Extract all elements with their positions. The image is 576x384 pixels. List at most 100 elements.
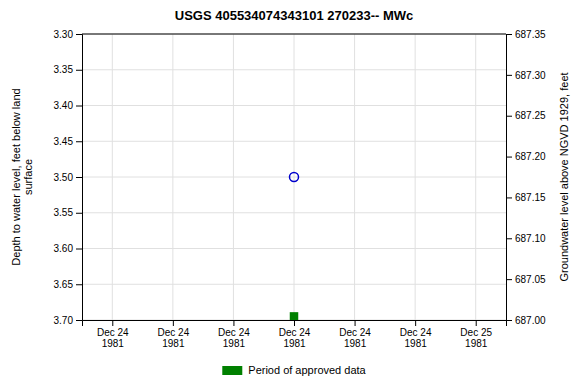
frame bbox=[82, 34, 506, 35]
tick-label: 3.60 bbox=[54, 243, 74, 254]
series bbox=[290, 173, 299, 182]
tick-mark bbox=[76, 284, 82, 285]
series bbox=[291, 313, 298, 320]
tick: Dec 251981 bbox=[460, 320, 492, 349]
tick: 3.70 bbox=[54, 315, 82, 326]
tick-mark bbox=[173, 320, 174, 326]
title: USGS 405534074343101 270233-- MWc bbox=[175, 8, 414, 23]
grid-line bbox=[82, 284, 506, 285]
point bbox=[291, 313, 298, 320]
axis-line bbox=[83, 321, 507, 327]
grid-line bbox=[82, 34, 506, 35]
tick-mark bbox=[415, 320, 416, 326]
tick: 3.35 bbox=[54, 64, 82, 75]
text-line: 1981 bbox=[162, 338, 185, 349]
tick-label: Dec 241981 bbox=[400, 327, 432, 349]
tick-label: 687.10 bbox=[515, 233, 546, 244]
grid-line bbox=[82, 141, 506, 142]
tick-mark bbox=[476, 320, 477, 326]
tick-label: Dec 251981 bbox=[460, 327, 492, 349]
tick: Dec 241981 bbox=[400, 320, 432, 349]
tick-label: Dec 241981 bbox=[97, 327, 129, 349]
tick-label: 687.20 bbox=[515, 151, 546, 162]
tick: 687.00 bbox=[506, 315, 546, 326]
tick-mark bbox=[233, 320, 234, 326]
tick: Dec 241981 bbox=[339, 320, 371, 349]
grid-line bbox=[82, 212, 506, 213]
text-line: Dec 24 bbox=[218, 327, 250, 338]
text-line: Dec 24 bbox=[158, 327, 190, 338]
tick-mark bbox=[506, 157, 512, 158]
tick-label: Dec 241981 bbox=[339, 327, 371, 349]
tick-mark bbox=[76, 320, 82, 321]
tick-mark bbox=[76, 34, 82, 35]
grid-line bbox=[82, 69, 506, 70]
tick: 687.10 bbox=[506, 233, 546, 244]
tick-label: 3.65 bbox=[54, 279, 74, 290]
tick: 3.40 bbox=[54, 100, 82, 111]
text-line: 1981 bbox=[223, 338, 246, 349]
text-line: Dec 24 bbox=[339, 327, 371, 338]
tick: 3.45 bbox=[54, 136, 82, 147]
y-axis: 3.303.353.403.453.503.553.603.653.70 bbox=[54, 29, 83, 326]
tick: 687.20 bbox=[506, 151, 546, 162]
legend-swatch bbox=[222, 366, 242, 375]
tick-label: 687.30 bbox=[515, 70, 546, 81]
axis-line bbox=[76, 35, 83, 321]
tick: Dec 241981 bbox=[218, 320, 250, 349]
y-axis-title: Depth to water level, feet below landsur… bbox=[10, 88, 34, 265]
tick-mark bbox=[76, 249, 82, 250]
tick-label: 3.45 bbox=[54, 136, 74, 147]
tick-label: 3.35 bbox=[54, 64, 74, 75]
tick-mark bbox=[76, 141, 82, 142]
x-axis: Dec 241981Dec 241981Dec 241981Dec 241981… bbox=[83, 320, 507, 349]
tick-label: 3.40 bbox=[54, 100, 74, 111]
tick: 687.35 bbox=[506, 29, 546, 40]
tick-label: 687.05 bbox=[515, 274, 546, 285]
text-line: surface bbox=[22, 159, 34, 195]
tick-label: Dec 241981 bbox=[158, 327, 190, 349]
tick: 3.50 bbox=[54, 172, 82, 183]
tick-label: 687.15 bbox=[515, 192, 546, 203]
tick-mark bbox=[506, 238, 512, 239]
tick: Dec 241981 bbox=[279, 320, 311, 349]
plot: Dec 241981Dec 241981Dec 241981Dec 241981… bbox=[54, 29, 546, 349]
tick: 3.60 bbox=[54, 243, 82, 254]
tick-mark bbox=[506, 75, 512, 76]
text-line: 1981 bbox=[283, 338, 306, 349]
tick-mark bbox=[76, 70, 82, 71]
tick-label: 687.35 bbox=[515, 29, 546, 40]
tick: 687.30 bbox=[506, 70, 546, 81]
text-line: Dec 24 bbox=[279, 327, 311, 338]
tick-label: 687.00 bbox=[515, 315, 546, 326]
grid-line bbox=[82, 248, 506, 249]
legend: Period of approved data bbox=[222, 364, 366, 376]
grid-line bbox=[82, 177, 506, 178]
tick-label: Dec 241981 bbox=[218, 327, 250, 349]
text-line: 1981 bbox=[465, 338, 488, 349]
text-line: Dec 24 bbox=[400, 327, 432, 338]
grid bbox=[82, 34, 506, 320]
text-line: Groundwater level above NGVD 1929, feet bbox=[558, 72, 570, 281]
text-line: Dec 24 bbox=[97, 327, 129, 338]
tick: 3.30 bbox=[54, 29, 82, 40]
text-line: Depth to water level, feet below land bbox=[10, 88, 22, 265]
y2-axis-title: Groundwater level above NGVD 1929, feet bbox=[558, 72, 570, 281]
chart: Dec 241981Dec 241981Dec 241981Dec 241981… bbox=[0, 0, 576, 384]
tick-mark bbox=[506, 197, 512, 198]
y2-axis: 687.35687.30687.25687.20687.15687.10687.… bbox=[506, 29, 546, 326]
tick-mark bbox=[506, 320, 512, 321]
tick: 3.65 bbox=[54, 279, 82, 290]
tick-label: Dec 241981 bbox=[279, 327, 311, 349]
tick-mark bbox=[506, 279, 512, 280]
tick: Dec 241981 bbox=[158, 320, 190, 349]
tick-mark bbox=[76, 213, 82, 214]
legend-label: Period of approved data bbox=[248, 364, 366, 376]
marks bbox=[290, 173, 299, 320]
tick-label: 3.50 bbox=[54, 172, 74, 183]
text-line: 1981 bbox=[405, 338, 428, 349]
legend-item: Period of approved data bbox=[222, 364, 366, 376]
tick-mark bbox=[76, 177, 82, 178]
tick-mark bbox=[112, 320, 113, 326]
tick-mark bbox=[76, 106, 82, 107]
